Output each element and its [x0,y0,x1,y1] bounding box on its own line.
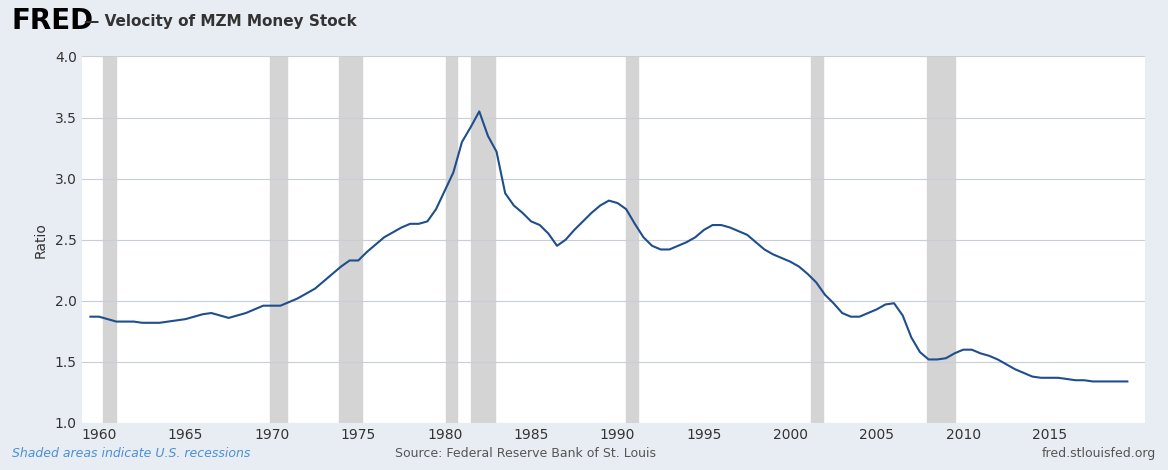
Bar [446,56,457,423]
Text: fred.stlouisfed.org: fred.stlouisfed.org [1042,447,1156,460]
Text: FRED: FRED [12,7,93,35]
Y-axis label: Ratio: Ratio [34,222,48,258]
Bar [811,56,823,423]
Bar [927,56,954,423]
Bar [471,56,495,423]
Bar [626,56,638,423]
Text: — Velocity of MZM Money Stock: — Velocity of MZM Money Stock [84,14,357,29]
Text: Shaded areas indicate U.S. recessions: Shaded areas indicate U.S. recessions [12,447,250,460]
Bar [270,56,287,423]
Bar [103,56,117,423]
Text: Source: Federal Reserve Bank of St. Louis: Source: Federal Reserve Bank of St. Loui… [395,447,656,460]
Bar [339,56,362,423]
